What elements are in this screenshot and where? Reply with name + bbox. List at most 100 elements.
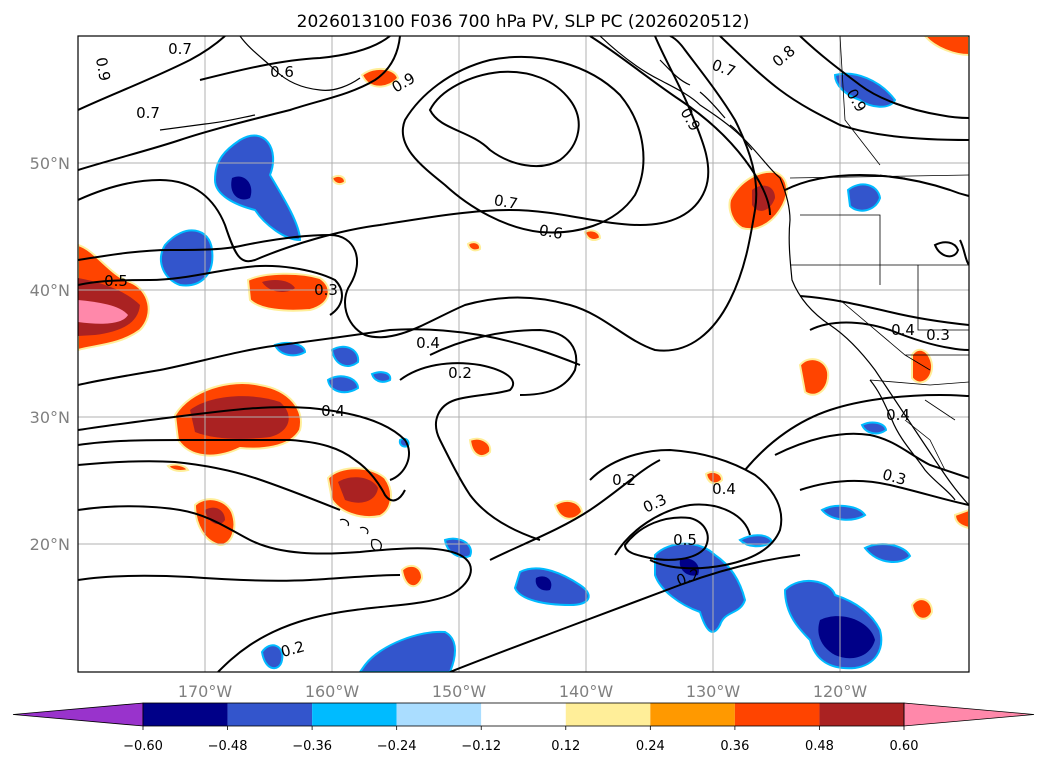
border-state-lines <box>790 214 969 371</box>
contour-line <box>719 36 969 141</box>
contour-label: 0.2 <box>612 471 636 489</box>
contour-line <box>78 438 406 502</box>
pv-positive-region <box>953 508 969 530</box>
border-mexico-states <box>904 399 956 471</box>
latitude-label: 50°N <box>30 154 70 173</box>
contour-label: 0.7 <box>493 191 520 213</box>
longitude-label: 160°W <box>305 682 360 701</box>
colorbar-swatch <box>565 703 651 726</box>
contour-line <box>933 239 969 266</box>
colorbar-tick-label: −0.36 <box>292 739 332 754</box>
colorbar-swatch <box>396 703 482 726</box>
pv-positive-peak <box>78 300 128 324</box>
colorbar-tick-label: 0.12 <box>551 739 580 754</box>
contour-line <box>399 362 541 541</box>
contour-line <box>449 554 801 672</box>
longitude-label: 170°W <box>178 682 233 701</box>
pv-negative-core <box>231 176 252 200</box>
colorbar-extend-low <box>12 702 144 727</box>
contour-line <box>809 321 969 351</box>
pv-positive-region <box>466 241 482 252</box>
contour-line <box>78 574 401 582</box>
pv-negative-region <box>326 375 360 394</box>
pv-negative-region <box>213 134 302 242</box>
colorbar-swatch <box>312 703 397 726</box>
map-panel: 0.7 0.6 0.9 0.7 0.5 0.3 0.7 0.6 0.7 0.8 … <box>77 35 970 673</box>
pv-negative-region <box>860 421 888 435</box>
pv-negative-core <box>818 616 875 659</box>
latitude-labels: 50°N 40°N 30°N 20°N <box>30 154 70 554</box>
colorbar-swatch <box>481 703 566 726</box>
contour-line <box>429 328 578 396</box>
colorbar-swatch <box>819 703 904 726</box>
colorbar-swatches <box>12 702 1035 727</box>
pv-positive-region <box>553 499 584 520</box>
colorbar-tick-label: 0.24 <box>636 739 665 754</box>
contour-label: 0.2 <box>279 637 307 661</box>
latitude-label: 20°N <box>30 535 70 554</box>
latitude-label: 40°N <box>30 281 70 300</box>
contour-line <box>589 36 771 216</box>
contour-line <box>623 516 709 561</box>
longitude-label: 120°W <box>813 682 868 701</box>
contour-line <box>401 55 645 234</box>
contour-label: 0.2 <box>448 364 472 382</box>
contour-line <box>489 459 661 561</box>
contour-line <box>799 36 969 119</box>
pv-negative-region <box>358 630 456 672</box>
contour-line <box>199 36 391 81</box>
contour-line <box>78 36 758 352</box>
pv-negative-region <box>160 229 214 287</box>
coastline-alaska <box>239 36 361 91</box>
pv-positive-region <box>330 174 347 186</box>
colorbar-tick-label: −0.24 <box>377 739 417 754</box>
contour-label: 0.5 <box>673 531 697 549</box>
contour-line <box>78 505 472 672</box>
contour-line <box>744 393 969 471</box>
contour-line <box>78 264 343 316</box>
border-us-mexico <box>869 379 969 386</box>
contour-label: 0.3 <box>880 465 908 489</box>
pv-shading <box>78 36 969 672</box>
pv-negative-region <box>846 183 882 212</box>
pv-negative-region <box>738 534 774 548</box>
longitude-labels: 170°W 160°W 150°W 140°W 130°W 120°W <box>178 682 868 701</box>
pv-negative-core <box>535 576 552 591</box>
colorbar-swatch <box>227 703 313 726</box>
contour-line <box>799 295 969 326</box>
contour-line <box>799 479 969 506</box>
slp-contours <box>78 36 969 672</box>
pv-positive-core <box>338 477 378 503</box>
contour-label: 0.7 <box>136 104 160 122</box>
pv-positive-core <box>262 280 295 292</box>
contour-line <box>78 328 581 386</box>
contour-label: 0.3 <box>314 281 338 299</box>
colorbar-tick-label: −0.60 <box>123 739 163 754</box>
pv-negative-core <box>679 558 699 576</box>
contour-line <box>614 503 751 556</box>
colorbar-swatch <box>143 703 228 726</box>
colorbar-tick-label: 0.60 <box>890 739 919 754</box>
colorbar-tick-label: 0.48 <box>805 739 834 754</box>
contour-line <box>78 36 401 171</box>
pv-positive-region <box>910 598 934 620</box>
pv-positive-region <box>923 36 969 57</box>
contour-line <box>428 70 580 168</box>
coastlines <box>159 36 969 552</box>
pv-positive-region <box>166 463 190 472</box>
contour-line <box>78 36 226 111</box>
coastline-north-america <box>599 36 969 506</box>
contour-label: 0.4 <box>416 334 440 352</box>
contour-line <box>78 406 410 481</box>
pv-negative-region <box>513 567 590 607</box>
colorbar: −0.60 −0.48 −0.36 −0.24 −0.12 0.12 0.24 0.36 0.4… <box>12 702 1035 754</box>
colorbar-extend-high <box>903 702 1035 727</box>
contour-label: 0.6 <box>270 63 294 81</box>
contour-label: 0.3 <box>926 326 950 344</box>
colorbar-frame <box>142 702 905 727</box>
figure-title: 2026013100 F036 700 hPa PV, SLP PC (2026… <box>297 12 750 32</box>
pv-negative-region <box>330 345 360 367</box>
colorbar-swatch <box>734 703 820 726</box>
contour-label: 0.7 <box>168 40 192 58</box>
